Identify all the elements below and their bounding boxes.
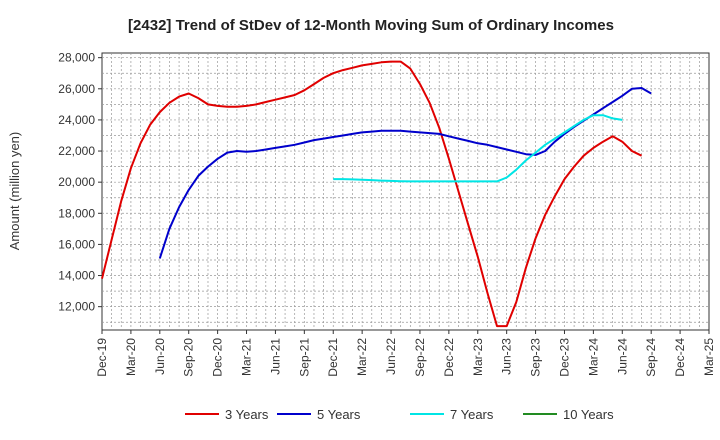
plot-frame xyxy=(101,52,710,331)
x-tick-label: Mar-20 xyxy=(124,338,138,376)
x-tick-label: Dec-19 xyxy=(95,338,109,377)
y-tick-label: 26,000 xyxy=(58,82,95,96)
x-tick-label: Jun-24 xyxy=(615,338,629,375)
y-tick-label: 28,000 xyxy=(58,51,95,65)
x-tick-label: Mar-22 xyxy=(355,338,369,376)
y-tick-label: 14,000 xyxy=(58,269,95,283)
plot-area xyxy=(101,52,710,331)
x-tick-label: Sep-21 xyxy=(297,338,311,377)
y-tick-label: 24,000 xyxy=(58,113,95,127)
y-tick-label: 16,000 xyxy=(58,237,95,251)
grid-lines xyxy=(102,53,709,330)
x-tick-label: Dec-24 xyxy=(673,338,687,377)
x-tick-label: Mar-25 xyxy=(702,338,716,376)
legend: 3 Years 5 Years 7 Years 10 Years xyxy=(185,407,614,422)
x-tick-label: Jun-23 xyxy=(500,338,514,375)
x-tick-label: Mar-21 xyxy=(240,338,254,376)
x-tick-label: Jun-22 xyxy=(384,338,398,375)
y-tick-label: 22,000 xyxy=(58,144,95,158)
chart-title: [2432] Trend of StDev of 12-Month Moving… xyxy=(128,17,614,34)
legend-label: 3 Years xyxy=(225,407,269,422)
y-axis-ticks: 12,000 14,000 16,000 18,000 20,000 22,000 24,0… xyxy=(58,51,102,314)
x-tick-label: Jun-20 xyxy=(153,338,167,375)
x-tick-label: Sep-20 xyxy=(182,338,196,377)
x-tick-label: Dec-23 xyxy=(557,338,571,377)
x-tick-label: Sep-23 xyxy=(529,338,543,377)
legend-label: 10 Years xyxy=(563,407,614,422)
x-tick-label: Dec-20 xyxy=(211,338,225,377)
series-line-3-years xyxy=(101,60,643,328)
legend-label: 7 Years xyxy=(450,407,494,422)
y-axis-label: Amount (million yen) xyxy=(7,132,22,251)
series-layer xyxy=(101,60,652,328)
x-tick-label: Mar-23 xyxy=(471,338,485,376)
x-axis-ticks: Dec-19 Mar-20 Jun-20 Sep-20 Dec-20 Mar-21 Jun-… xyxy=(95,330,716,377)
x-tick-label: Dec-21 xyxy=(326,338,340,377)
x-tick-label: Jun-21 xyxy=(268,338,282,375)
y-tick-label: 18,000 xyxy=(58,206,95,220)
x-tick-label: Sep-24 xyxy=(644,338,658,377)
y-tick-label: 20,000 xyxy=(58,175,95,189)
series-line-7-years xyxy=(333,114,623,183)
x-tick-label: Mar-24 xyxy=(586,338,600,376)
x-tick-label: Dec-22 xyxy=(442,338,456,377)
y-tick-label: 12,000 xyxy=(58,300,95,314)
legend-label: 5 Years xyxy=(317,407,361,422)
x-tick-label: Sep-22 xyxy=(413,338,427,377)
